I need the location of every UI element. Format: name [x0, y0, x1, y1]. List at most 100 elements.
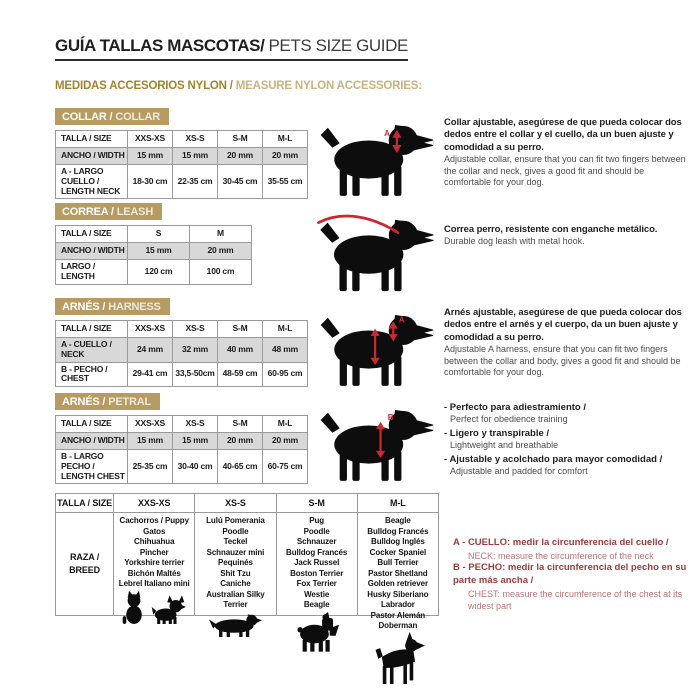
petral-section: ARNÉS / PETRAL TALLA / SIZE XXS-XS XS-S S… — [55, 392, 700, 487]
petral-feature-item: - Ligero y transpirable / Lightweight an… — [444, 428, 686, 452]
table-cell: 20 mm — [217, 432, 263, 450]
table-cell: M — [189, 225, 252, 243]
table-cell: 100 cm — [189, 259, 252, 285]
table-cell: 20 mm — [189, 242, 252, 260]
table-cell: XXS-XS — [127, 415, 173, 433]
breed-cell-xs-s: Lulú Pomerania Poodle Teckel Schnauzer mini… — [194, 512, 277, 616]
table-cell: M-L — [262, 415, 308, 433]
table-cell: 120 cm — [127, 259, 190, 285]
page-title-es: GUÍA TALLAS MASCOTAS/ — [55, 36, 265, 55]
breed-list: Cachorros / Puppy Gatos Chihuahua Pincher Yo… — [118, 516, 190, 589]
leash-badge-es: CORREA / — [62, 206, 114, 218]
table-cell: S — [127, 225, 190, 243]
page-title-en: PETS SIZE GUIDE — [268, 36, 408, 55]
table-cell: B - LARGO PECHO / LENGTH CHEST — [55, 448, 128, 485]
table-cell: M-L — [262, 130, 308, 148]
leash-table-block: CORREA / LEASH TALLA / SIZE S M ANCHO / W… — [55, 202, 310, 297]
dog-with-harness-icon: A — [310, 297, 442, 392]
harness-size-table: TALLA / SIZE XXS-XS XS-S S-M M-L A - CUE… — [55, 320, 308, 388]
breed-list: Beagle Bulldog Francés Bulldog Inglés Cocke… — [367, 516, 429, 631]
table-cell: 30-45 cm — [217, 163, 263, 200]
page-subtitle-es: MEDIDAS ACCESORIOS NYLON / — [55, 80, 233, 92]
petral-badge: ARNÉS / PETRAL — [55, 393, 161, 410]
note-chest-es: B - PECHO: medir la circunferencia del p… — [453, 562, 687, 586]
table-cell: 20 mm — [217, 147, 263, 165]
table-cell: 30-40 cm — [172, 448, 218, 485]
leash-badge-en: LEASH — [116, 206, 154, 218]
table-row: B - LARGO PECHO / LENGTH CHEST 25-35 cm … — [55, 448, 308, 485]
table-row: A - LARGO CUELLO / LENGTH NECK 18-30 cm … — [55, 163, 308, 200]
table-cell: 20 mm — [262, 147, 308, 165]
note-neck-en: NECK: measure the circumference of the n… — [468, 550, 654, 561]
table-cell: LARGO / LENGTH — [55, 259, 128, 285]
table-cell: 40-65 cm — [217, 448, 263, 485]
leash-size-table: TALLA / SIZE S M ANCHO / WIDTH 15 mm 20 … — [55, 225, 252, 285]
collar-table-block: COLLAR / COLLAR TALLA / SIZE XXS-XS XS-S … — [55, 107, 310, 202]
table-cell: 15 mm — [127, 432, 173, 450]
leash-desc-es: Correa perro, resistente con enganche me… — [444, 224, 658, 235]
dog-with-petral-icon: B — [310, 392, 442, 487]
svg-text:B: B — [388, 413, 394, 422]
feature-en: Adjustable and padded for comfort — [450, 466, 588, 477]
harness-table-block: ARNÉS / HARNESS TALLA / SIZE XXS-XS XS-S … — [55, 297, 310, 392]
petral-badge-es: ARNÉS / — [62, 396, 106, 408]
table-cell: 33,5-50cm — [172, 361, 218, 388]
table-cell: 25-35 cm — [127, 448, 173, 485]
breed-cell-xxs-xs: Cachorros / Puppy Gatos Chihuahua Pincher Yo… — [113, 512, 196, 616]
table-cell: M-L — [356, 493, 440, 513]
table-row: ANCHO / WIDTH 15 mm 20 mm — [55, 242, 252, 260]
measuring-notes: A - CUELLO: medir la circunferencia del … — [439, 493, 700, 616]
table-row: LARGO / LENGTH 120 cm 100 cm — [55, 259, 252, 285]
table-cell: 20 mm — [262, 432, 308, 450]
svg-text:A: A — [399, 315, 405, 324]
table-header-row: TALLA / SIZE S M — [55, 225, 252, 243]
leash-section: CORREA / LEASH TALLA / SIZE S M ANCHO / W… — [55, 202, 700, 297]
breed-size-table: TALLA / SIZE XXS-XS XS-S S-M M-L RAZA / … — [54, 493, 440, 616]
table-cell: 18-30 cm — [127, 163, 173, 200]
page-subtitle: MEDIDAS ACCESORIOS NYLON / MEASURE NYLON … — [55, 76, 700, 94]
petral-table-block: ARNÉS / PETRAL TALLA / SIZE XXS-XS XS-S S… — [55, 392, 310, 487]
table-cell: S-M — [217, 130, 263, 148]
collar-badge-es: COLLAR / — [62, 111, 113, 123]
table-cell: 48 mm — [262, 337, 308, 363]
collar-section: COLLAR / COLLAR TALLA / SIZE XXS-XS XS-S … — [55, 107, 700, 202]
chihuahua-silhouette-icon — [150, 593, 186, 624]
petral-features: - Perfecto para adiestramiento / Perfect… — [442, 392, 700, 487]
page-subtitle-en: MEASURE NYLON ACCESSORIES: — [235, 80, 422, 92]
feature-es: - Perfecto para adiestramiento / — [444, 402, 587, 413]
table-row: ANCHO / WIDTH 15 mm 15 mm 20 mm 20 mm — [55, 147, 308, 165]
table-cell: TALLA / SIZE — [55, 415, 128, 433]
dachshund-silhouette-icon — [208, 611, 262, 637]
table-row: B - PECHO / CHEST 29-41 cm 33,5-50cm 48-… — [55, 361, 308, 388]
harness-desc-en: Adjustable A harness, ensure that you ca… — [444, 344, 681, 378]
note-neck-es: A - CUELLO: medir la circunferencia del … — [453, 537, 669, 549]
table-cell: 24 mm — [127, 337, 173, 363]
table-cell: A - CUELLO / NECK — [55, 337, 128, 363]
table-cell: S-M — [217, 320, 263, 338]
leash-badge: CORREA / LEASH — [55, 203, 163, 220]
note-chest-en: CHEST: measure the circumference of the … — [468, 588, 683, 611]
table-cell: TALLA / SIZE — [55, 320, 128, 338]
table-cell: S-M — [217, 415, 263, 433]
leash-description: Correa perro, resistente con enganche me… — [442, 202, 700, 297]
collar-desc-es: Collar ajustable, asegúrese de que pueda… — [444, 117, 682, 153]
table-cell: TALLA / SIZE — [55, 130, 128, 148]
breed-list: Pug Poodle Schnauzer Bulldog Francés Jack Ru… — [286, 516, 348, 610]
table-cell: ANCHO / WIDTH — [55, 242, 128, 260]
table-row: RAZA / BREED Cachorros / Puppy Gatos Chihu… — [54, 512, 440, 616]
table-cell: XS-S — [172, 415, 218, 433]
table-cell: 35-55 cm — [262, 163, 308, 200]
table-cell: 15 mm — [127, 147, 173, 165]
table-cell: 15 mm — [172, 147, 218, 165]
table-cell: XS-S — [172, 320, 218, 338]
collar-badge: COLLAR / COLLAR — [55, 108, 169, 125]
breed-list: Lulú Pomerania Poodle Teckel Schnauzer mini… — [206, 516, 265, 610]
table-cell: ANCHO / WIDTH — [55, 147, 128, 165]
petral-feature-item: - Perfecto para adiestramiento / Perfect… — [444, 402, 686, 426]
table-cell: 15 mm — [172, 432, 218, 450]
breed-section: TALLA / SIZE XXS-XS XS-S S-M M-L RAZA / … — [54, 493, 700, 616]
collar-size-table: TALLA / SIZE XXS-XS XS-S S-M M-L ANCHO /… — [55, 130, 308, 200]
petral-feature-item: - Ajustable y acolchado para mayor comod… — [444, 454, 686, 478]
collar-desc-en: Adjustable collar, ensure that you can f… — [444, 154, 686, 188]
svg-text:A: A — [384, 129, 390, 138]
